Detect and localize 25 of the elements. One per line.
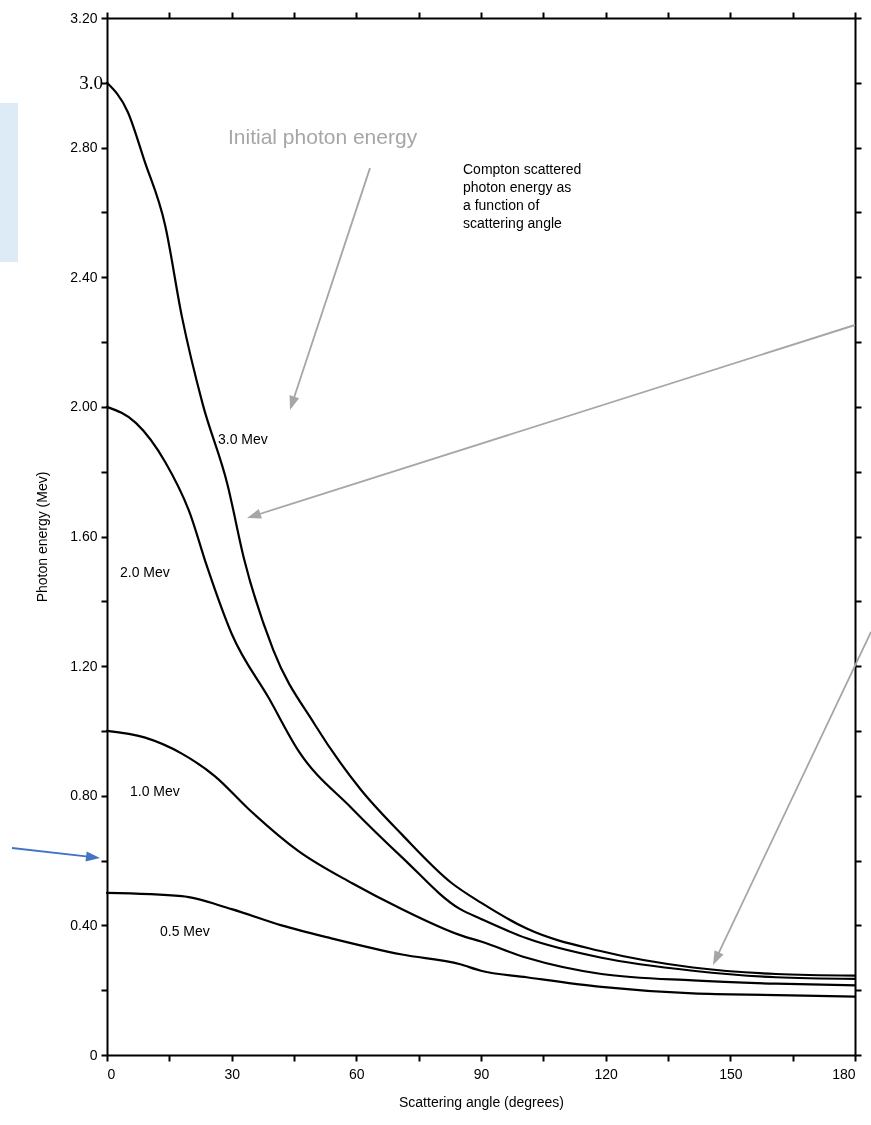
x-tick-label: 180 bbox=[832, 1065, 856, 1082]
y-tick-label: 0.80 bbox=[70, 787, 98, 804]
annotation: Initial photon energy bbox=[228, 125, 418, 148]
x-tick-label: 30 bbox=[224, 1065, 241, 1082]
series-label: 3.0 Mev bbox=[218, 431, 268, 447]
x-axis-title: Scattering angle (degrees) bbox=[399, 1093, 564, 1110]
y-tick-label: 2.80 bbox=[70, 139, 98, 156]
x-tick-label: 90 bbox=[473, 1065, 490, 1082]
y-tick-label: 1.20 bbox=[70, 657, 98, 674]
x-tick-label: 60 bbox=[349, 1065, 365, 1082]
y-tick-label: 0 bbox=[89, 1046, 98, 1063]
y-tick-label: 2.40 bbox=[70, 268, 98, 285]
series-label: 0.5 Mev bbox=[160, 923, 210, 939]
series-label: 1.0 Mev bbox=[130, 783, 180, 799]
y-tick-label: 2.00 bbox=[70, 398, 98, 415]
x-tick-label: 0 bbox=[107, 1065, 116, 1082]
y-tick-label: 3.20 bbox=[70, 9, 98, 26]
x-tick-label: 150 bbox=[719, 1065, 743, 1082]
y-tick-label: 1.60 bbox=[70, 528, 98, 544]
annotation: Compton scattered photon energy as a function of scattering angle bbox=[463, 161, 582, 231]
text: 2.0 Mev bbox=[120, 564, 170, 580]
annotation: 3.0 bbox=[79, 71, 103, 93]
y-axis-title: Photon energy (Mev) bbox=[34, 471, 51, 603]
x-tick-label: 120 bbox=[594, 1065, 619, 1082]
y-tick-label: 0.40 bbox=[70, 916, 98, 933]
